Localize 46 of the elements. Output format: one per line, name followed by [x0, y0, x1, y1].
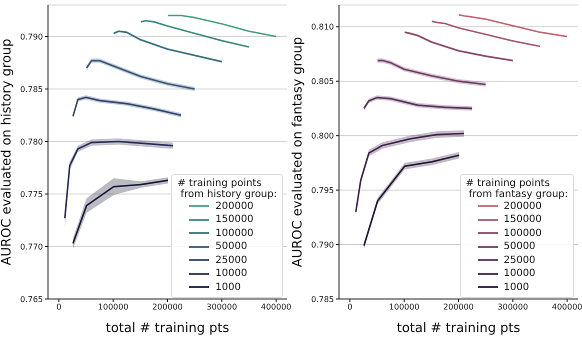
y-axis-title: AUROC evaluated on history group [0, 38, 15, 266]
line-series [167, 14, 277, 38]
legend-label: 100000 [215, 228, 254, 239]
legend-label: 10000 [215, 268, 248, 280]
x-tick-label: 400000 [260, 302, 292, 312]
line-series [458, 14, 568, 38]
y-tick-label: 0.805 [311, 77, 334, 86]
legend-label: 150000 [215, 214, 254, 226]
x-axis-title: total # training pts [396, 321, 520, 336]
legend-label: 25000 [504, 254, 536, 266]
x-tick-label: 300000 [498, 302, 528, 312]
y-tick-label: 0.790 [311, 240, 334, 250]
y-tick-label: 0.775 [20, 190, 43, 199]
legend-label: 200000 [215, 200, 254, 212]
legend-label: 200000 [504, 200, 542, 212]
line-series [140, 20, 250, 48]
legend-title: # training points from fantasy group: [466, 178, 568, 200]
y-tick-label: 0.790 [20, 32, 43, 42]
y-tick-label: 0.785 [311, 294, 334, 304]
y-tick-label: 0.780 [20, 137, 43, 146]
legend-label: 1000 [215, 282, 241, 293]
legend-label: 25000 [215, 254, 248, 266]
x-tick-label: 400000 [552, 302, 582, 312]
x-tick-label: 100000 [98, 302, 128, 312]
x-tick-label: 200000 [443, 302, 474, 312]
legend-label: 150000 [504, 214, 542, 226]
x-tick-label: 200000 [152, 302, 183, 312]
legend-label: 1000 [504, 282, 530, 293]
legend-title: # training points from history group: [177, 178, 277, 200]
y-tick-label: 0.810 [311, 22, 334, 32]
y-tick-label: 0.795 [311, 186, 334, 195]
y-tick-label: 0.785 [20, 84, 43, 94]
legend-label: 50000 [504, 241, 536, 252]
legend-label: 10000 [504, 268, 536, 280]
x-tick-label: 0 [347, 302, 352, 312]
line-series [431, 20, 541, 48]
legend-label: 100000 [504, 228, 542, 239]
x-tick-label: 300000 [206, 302, 238, 312]
x-axis-title: total # training pts [106, 321, 230, 336]
x-tick-label: 100000 [388, 302, 420, 312]
y-axis-title: AUROC evaluated on fantasy group [290, 36, 306, 268]
y-tick-label: 0.800 [311, 132, 334, 141]
legend-label: 50000 [215, 241, 248, 252]
y-tick-label: 0.765 [20, 294, 43, 304]
y-tick-label: 0.770 [20, 242, 43, 252]
x-tick-label: 0 [56, 302, 62, 312]
